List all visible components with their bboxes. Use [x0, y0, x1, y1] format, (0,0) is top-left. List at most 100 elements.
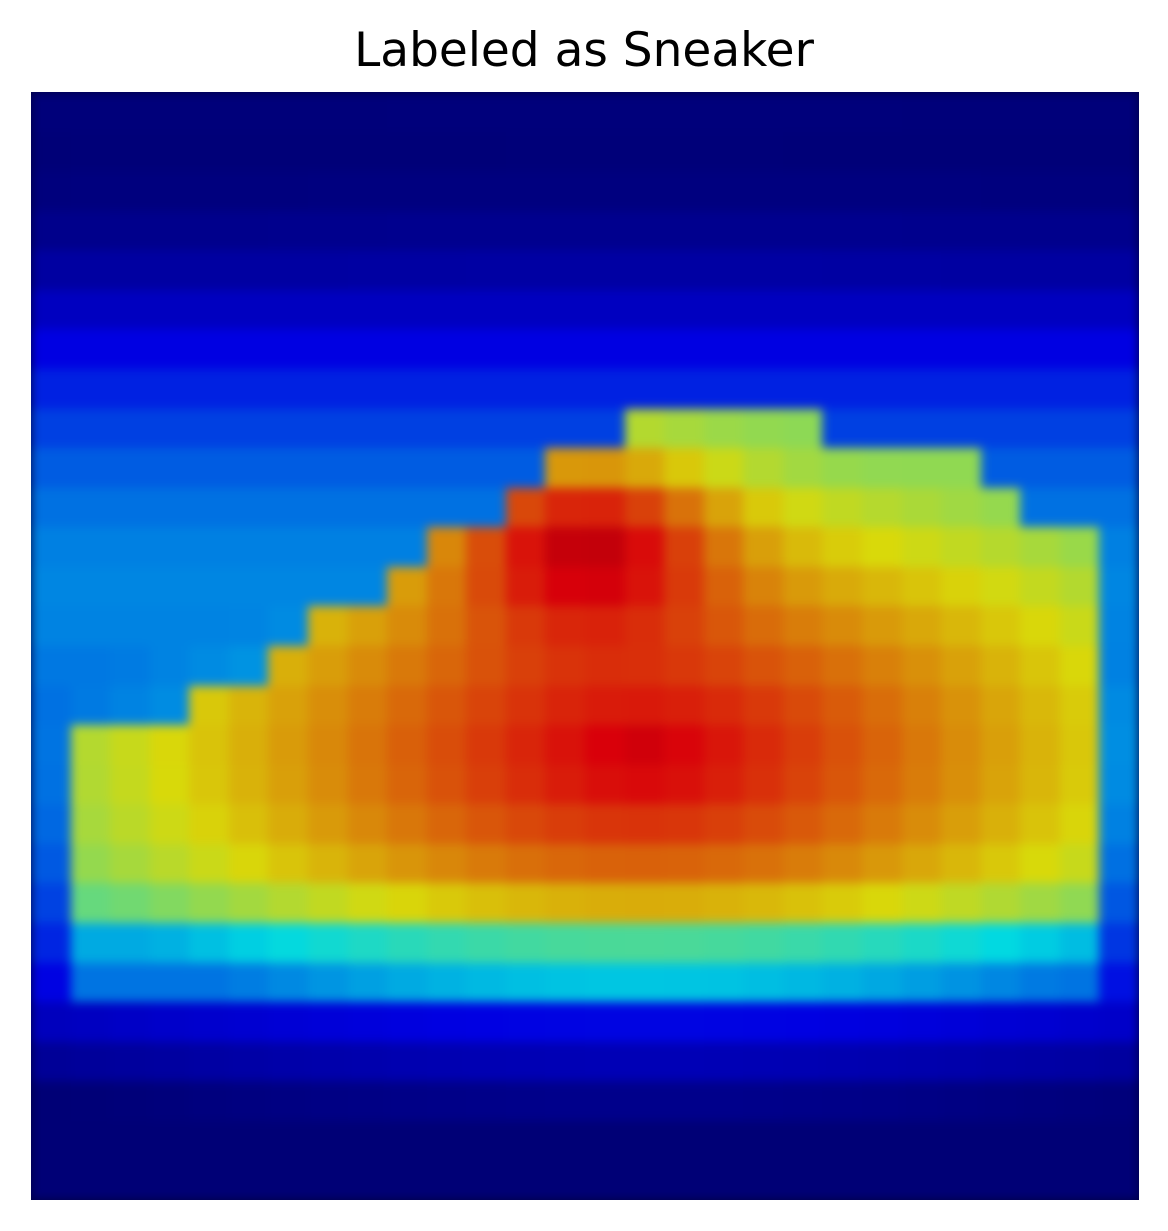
heatmap-pixel — [703, 685, 744, 726]
heatmap-pixel — [862, 369, 902, 409]
heatmap-pixel — [31, 1081, 71, 1121]
heatmap-pixel — [822, 725, 862, 765]
heatmap-pixel — [941, 646, 981, 686]
heatmap-pixel — [980, 1120, 1021, 1161]
heatmap-pixel — [1020, 369, 1060, 409]
heatmap-pixel — [703, 843, 744, 884]
heatmap-pixel — [1099, 210, 1139, 251]
heatmap-pixel — [941, 289, 981, 330]
heatmap-pixel — [1020, 1002, 1060, 1042]
heatmap-pixel — [782, 1041, 823, 1082]
heatmap-pixel — [268, 606, 308, 646]
heatmap-pixel — [505, 369, 546, 409]
heatmap-pixel — [1020, 487, 1060, 528]
heatmap-pixel — [664, 962, 704, 1003]
heatmap-pixel — [308, 92, 348, 132]
heatmap-pixel — [1099, 92, 1139, 132]
heatmap-pixel — [505, 92, 546, 132]
heatmap-pixel — [110, 250, 150, 290]
heatmap-pixel — [822, 527, 862, 567]
heatmap-pixel — [189, 883, 229, 923]
heatmap-pixel — [624, 1160, 665, 1200]
heatmap-pixel — [585, 131, 625, 172]
heatmap-pixel — [624, 923, 665, 963]
heatmap-pixel — [862, 923, 902, 963]
heatmap-pixel — [308, 962, 348, 1003]
heatmap-pixel — [308, 606, 348, 646]
heatmap-pixel — [1059, 883, 1100, 923]
heatmap-pixel — [901, 289, 942, 330]
heatmap-pixel — [110, 646, 150, 686]
heatmap-pixel — [505, 923, 546, 963]
heatmap-pixel — [941, 685, 981, 726]
heatmap-pixel — [941, 131, 981, 172]
heatmap-pixel — [347, 923, 388, 963]
heatmap-pixel — [782, 92, 823, 132]
heatmap-pixel — [268, 923, 308, 963]
heatmap-pixel — [426, 408, 467, 449]
heatmap-pixel — [70, 1081, 111, 1121]
heatmap-pixel — [189, 764, 229, 805]
heatmap-pixel — [822, 1041, 862, 1082]
heatmap-pixel — [822, 606, 862, 646]
heatmap-grid — [31, 92, 1139, 1200]
heatmap-pixel — [585, 289, 625, 330]
heatmap-pixel — [624, 962, 665, 1003]
heatmap-pixel — [862, 408, 902, 449]
heatmap-pixel — [862, 487, 902, 528]
heatmap-pixel — [703, 725, 744, 765]
heatmap-pixel — [505, 1081, 546, 1121]
heatmap-pixel — [624, 329, 665, 369]
heatmap-pixel — [1099, 685, 1139, 726]
heatmap-pixel — [31, 1160, 71, 1200]
heatmap-pixel — [31, 725, 71, 765]
heatmap-pixel — [308, 1041, 348, 1082]
heatmap-pixel — [941, 606, 981, 646]
heatmap-pixel — [862, 804, 902, 844]
heatmap-pixel — [308, 1120, 348, 1161]
heatmap-pixel — [664, 566, 704, 607]
heatmap-pixel — [743, 1081, 783, 1121]
heatmap-pixel — [822, 171, 862, 211]
heatmap-pixel — [466, 1041, 506, 1082]
heatmap-pixel — [862, 289, 902, 330]
heatmap-pixel — [110, 527, 150, 567]
heatmap-pixel — [31, 329, 71, 369]
heatmap-pixel — [743, 92, 783, 132]
heatmap-pixel — [545, 369, 585, 409]
heatmap-pixel — [822, 883, 862, 923]
heatmap-pixel — [189, 962, 229, 1003]
heatmap-pixel — [149, 1002, 190, 1042]
heatmap-pixel — [347, 566, 388, 607]
heatmap-pixel — [1099, 606, 1139, 646]
heatmap-pixel — [664, 171, 704, 211]
heatmap-pixel — [822, 369, 862, 409]
heatmap-pixel — [426, 646, 467, 686]
heatmap-pixel — [585, 843, 625, 884]
heatmap-pixel — [268, 764, 308, 805]
heatmap-pixel — [505, 566, 546, 607]
heatmap-pixel — [901, 646, 942, 686]
heatmap-pixel — [505, 646, 546, 686]
heatmap-pixel — [901, 92, 942, 132]
heatmap-pixel — [941, 171, 981, 211]
heatmap-pixel — [782, 1120, 823, 1161]
heatmap-pixel — [862, 92, 902, 132]
heatmap-pixel — [268, 250, 308, 290]
heatmap-pixel — [347, 131, 388, 172]
heatmap-pixel — [782, 646, 823, 686]
heatmap-pixel — [308, 764, 348, 805]
heatmap-pixel — [782, 250, 823, 290]
heatmap-pixel — [70, 210, 111, 251]
heatmap-pixel — [387, 1002, 427, 1042]
heatmap-pixel — [1020, 210, 1060, 251]
heatmap-pixel — [941, 725, 981, 765]
heatmap-pixel — [149, 131, 190, 172]
heatmap-pixel — [347, 804, 388, 844]
heatmap-pixel — [1059, 250, 1100, 290]
heatmap-pixel — [624, 131, 665, 172]
heatmap-pixel — [308, 487, 348, 528]
heatmap-pixel — [387, 843, 427, 884]
heatmap-pixel — [228, 171, 269, 211]
heatmap-pixel — [743, 685, 783, 726]
